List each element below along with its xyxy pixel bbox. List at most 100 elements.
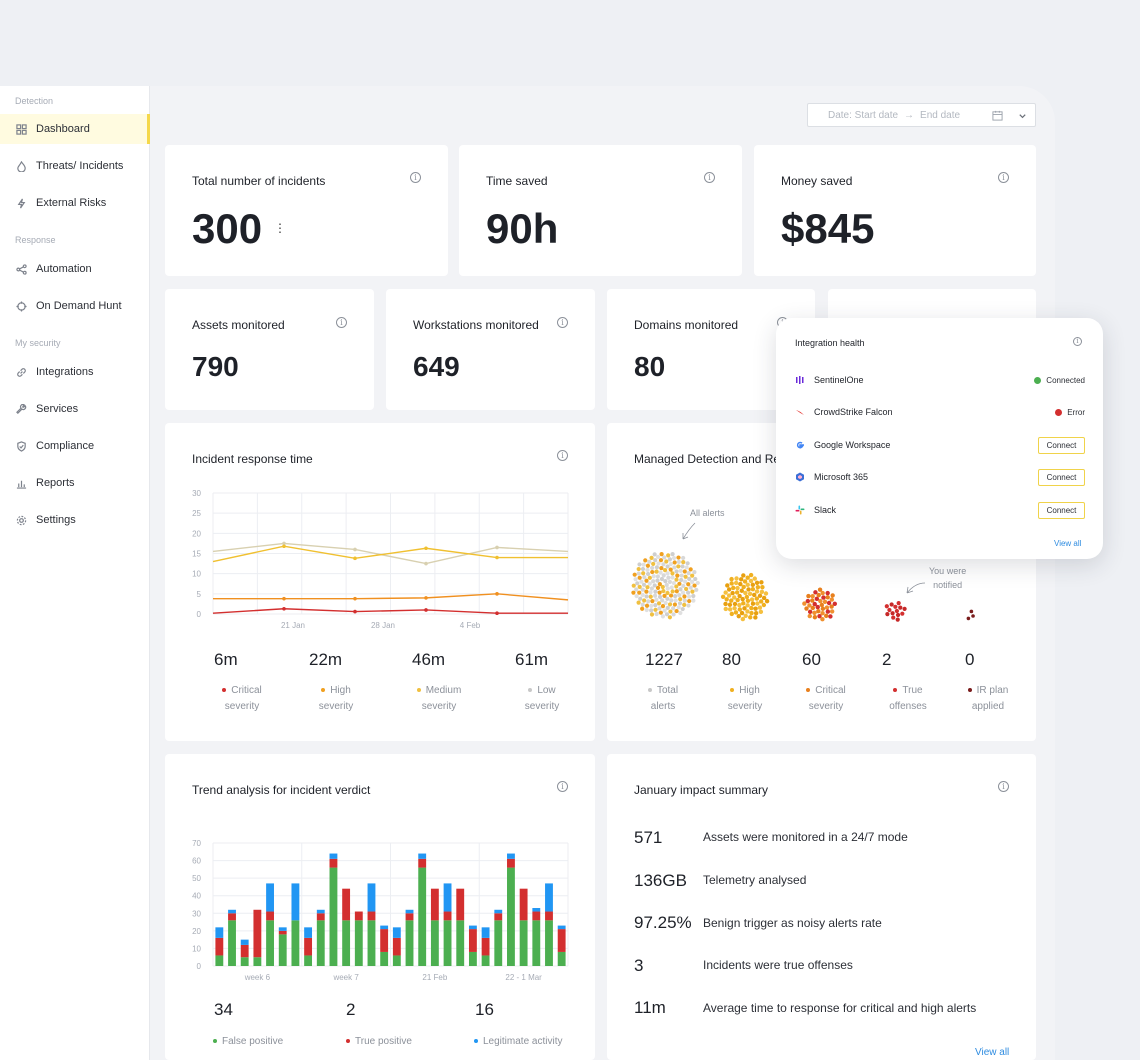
alert-bubble xyxy=(807,609,813,615)
alert-bubble xyxy=(655,585,661,590)
sidebar-item-reports[interactable]: Reports xyxy=(0,468,150,498)
y-tick-label: 10 xyxy=(192,570,201,579)
alert-bubble xyxy=(679,573,684,578)
legend-label: severity xyxy=(318,701,354,712)
alert-bubble xyxy=(752,576,757,581)
alert-bubble xyxy=(755,601,760,606)
alert-bubble xyxy=(729,576,734,582)
alert-bubble xyxy=(640,592,645,598)
alert-bubble xyxy=(673,594,678,599)
bar-segment xyxy=(545,920,553,966)
sidebar-item-threats[interactable]: Threats/ Incidents xyxy=(0,151,150,181)
alert-bubble xyxy=(742,579,748,584)
alert-bubble xyxy=(824,613,829,619)
arrow-icon: → xyxy=(904,109,915,121)
info-icon[interactable]: i xyxy=(557,317,568,328)
impact-number: 136GB xyxy=(634,871,687,890)
alert-bubble xyxy=(677,601,683,606)
bar-segment xyxy=(507,858,515,868)
info-icon[interactable]: i xyxy=(336,317,347,328)
info-icon[interactable]: i xyxy=(557,450,568,461)
view-all-link[interactable]: View all xyxy=(1054,539,1082,548)
legend-label: False positive xyxy=(222,1036,284,1047)
alert-bubble xyxy=(648,594,653,599)
alert-bubble xyxy=(810,605,815,611)
stat-value: 0 xyxy=(965,650,975,669)
alert-bubble xyxy=(804,606,809,611)
info-icon[interactable]: i xyxy=(410,172,421,183)
end-date-field[interactable]: End date xyxy=(920,109,961,121)
bar-segment xyxy=(266,911,274,921)
alert-bubble xyxy=(671,580,676,586)
sidebar-item-on-demand-hunt[interactable]: On Demand Hunt xyxy=(0,291,150,321)
sidebar-item-integrations[interactable]: Integrations xyxy=(0,357,150,387)
legend-dot xyxy=(647,688,652,693)
stat-value: 80 xyxy=(722,650,741,669)
info-icon[interactable]: i xyxy=(998,781,1009,792)
alert-bubble xyxy=(668,561,673,567)
sidebar-item-services[interactable]: Services xyxy=(0,394,150,424)
alert-bubble xyxy=(684,586,689,592)
alert-bubble xyxy=(656,561,661,566)
alert-bubble xyxy=(818,598,823,604)
alert-bubble xyxy=(653,589,658,594)
gear-icon xyxy=(15,514,27,526)
alert-bubble xyxy=(652,583,657,588)
alert-bubble xyxy=(748,572,754,578)
legend-dot xyxy=(213,1039,217,1044)
integration-name: Slack xyxy=(814,505,837,515)
date-range-picker[interactable]: Date: Start date → End date xyxy=(807,103,1036,127)
sidebar-item-external-risks[interactable]: External Risks xyxy=(0,188,150,218)
start-date-field[interactable]: Date: Start date xyxy=(828,109,899,121)
bar-segment xyxy=(316,913,325,921)
bar-segment xyxy=(557,925,566,930)
sidebar-section-my-security: My security xyxy=(15,338,61,348)
sidebar-item-settings[interactable]: Settings xyxy=(0,505,150,535)
info-icon[interactable]: i xyxy=(557,781,568,792)
legend-false-positive: False positive xyxy=(213,1034,283,1050)
bar-segment xyxy=(494,909,503,914)
alert-bubble xyxy=(830,593,835,598)
crosshair-icon xyxy=(15,300,27,312)
alert-bubble xyxy=(639,579,644,584)
microsoft365-logo-icon xyxy=(796,472,804,482)
stat-value: 61m xyxy=(515,650,549,669)
connect-button[interactable]: Connect xyxy=(1038,468,1085,486)
sidebar-item-compliance[interactable]: Compliance xyxy=(0,431,150,461)
chevron-down-icon[interactable] xyxy=(1018,112,1027,121)
alert-bubble xyxy=(670,551,675,557)
alert-bubble xyxy=(663,579,668,584)
connect-button[interactable]: Connect xyxy=(1038,436,1085,454)
more-options-icon[interactable]: ⋮ xyxy=(274,221,286,235)
alert-bubble xyxy=(643,558,648,563)
alert-bubble xyxy=(732,606,737,611)
sidebar-item-dashboard[interactable]: Dashboard xyxy=(0,114,150,144)
info-icon[interactable]: i xyxy=(1073,337,1082,346)
kpi-title: Time saved xyxy=(486,174,548,188)
monitor-value: 790 xyxy=(192,351,239,382)
alert-bubble xyxy=(891,615,896,620)
sidebar-item-automation[interactable]: Automation xyxy=(0,254,150,284)
shield-check-icon xyxy=(15,440,27,452)
data-point xyxy=(424,561,428,566)
alert-bubble xyxy=(665,586,670,591)
data-point xyxy=(353,596,357,601)
alert-bubble xyxy=(637,562,642,567)
info-icon[interactable]: i xyxy=(704,172,715,183)
view-all-link[interactable]: View all xyxy=(975,1047,1010,1058)
alert-bubble xyxy=(641,582,647,587)
alert-bubble xyxy=(659,576,664,582)
connect-button[interactable]: Connect xyxy=(1038,501,1085,519)
alert-bubble xyxy=(806,593,811,599)
series-line xyxy=(212,542,569,565)
alert-bubble xyxy=(887,607,892,613)
alert-bubble xyxy=(679,577,684,583)
info-icon[interactable]: i xyxy=(998,172,1009,183)
impact-number: 11m xyxy=(634,998,666,1017)
y-tick-label: 0 xyxy=(197,610,202,619)
data-point xyxy=(495,555,499,560)
bar-segment xyxy=(405,920,414,966)
impact-summary-card: January impact summary i 571 Assets were… xyxy=(607,754,1036,1060)
bar-segment xyxy=(354,911,363,921)
data-point xyxy=(353,547,357,552)
